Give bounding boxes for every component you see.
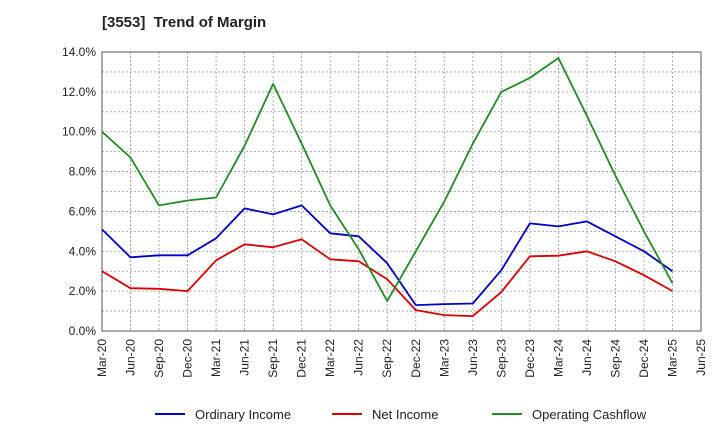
x-tick-label: Sep-24 (608, 339, 622, 378)
series-line-ordinary-income (101, 204, 674, 307)
y-tick-label: 4.0% (69, 244, 97, 258)
series-line-net-income (101, 238, 673, 318)
x-tick-label: Mar-25 (665, 339, 679, 377)
x-tick-label: Dec-24 (637, 339, 651, 378)
chart-title: [3553] Trend of Margin (102, 14, 267, 31)
x-tick-label: Mar-23 (437, 339, 451, 377)
series-line-operating-cashflow (101, 57, 674, 303)
x-tick-label: Jun-22 (352, 339, 366, 376)
x-tick-label: Dec-23 (523, 339, 537, 378)
x-tick-label: Dec-22 (409, 339, 423, 378)
x-tick-label: Mar-21 (209, 339, 223, 377)
x-tick-label: Jun-21 (238, 339, 252, 376)
x-tick-label: Sep-20 (152, 339, 166, 378)
legend-label: Ordinary Income (195, 407, 291, 422)
x-tick-label: Mar-22 (323, 339, 337, 377)
x-tick-label: Jun-25 (694, 339, 708, 376)
x-tick-label: Dec-21 (295, 339, 309, 378)
y-tick-label: 12.0% (62, 85, 96, 99)
x-tick-label: Jun-20 (124, 339, 138, 376)
x-tick-label: Sep-22 (380, 339, 394, 378)
y-tick-label: 8.0% (69, 165, 97, 179)
x-tick-label: Jun-23 (466, 339, 480, 376)
x-tick-label: Mar-24 (551, 339, 565, 377)
y-tick-label: 10.0% (62, 125, 96, 139)
x-tick-label: Mar-20 (95, 339, 109, 377)
y-tick-label: 14.0% (62, 45, 96, 59)
plot-frame (101, 51, 702, 332)
x-tick-label: Sep-21 (266, 339, 280, 378)
legend-label: Operating Cashflow (532, 407, 647, 422)
y-tick-label: 6.0% (69, 204, 97, 218)
x-tick-label: Dec-20 (181, 339, 195, 378)
y-tick-label: 0.0% (69, 324, 97, 338)
x-tick-label: Jun-24 (580, 339, 594, 376)
y-tick-label: 2.0% (69, 284, 97, 298)
x-tick-label: Sep-23 (494, 339, 508, 378)
legend-label: Net Income (372, 407, 438, 422)
